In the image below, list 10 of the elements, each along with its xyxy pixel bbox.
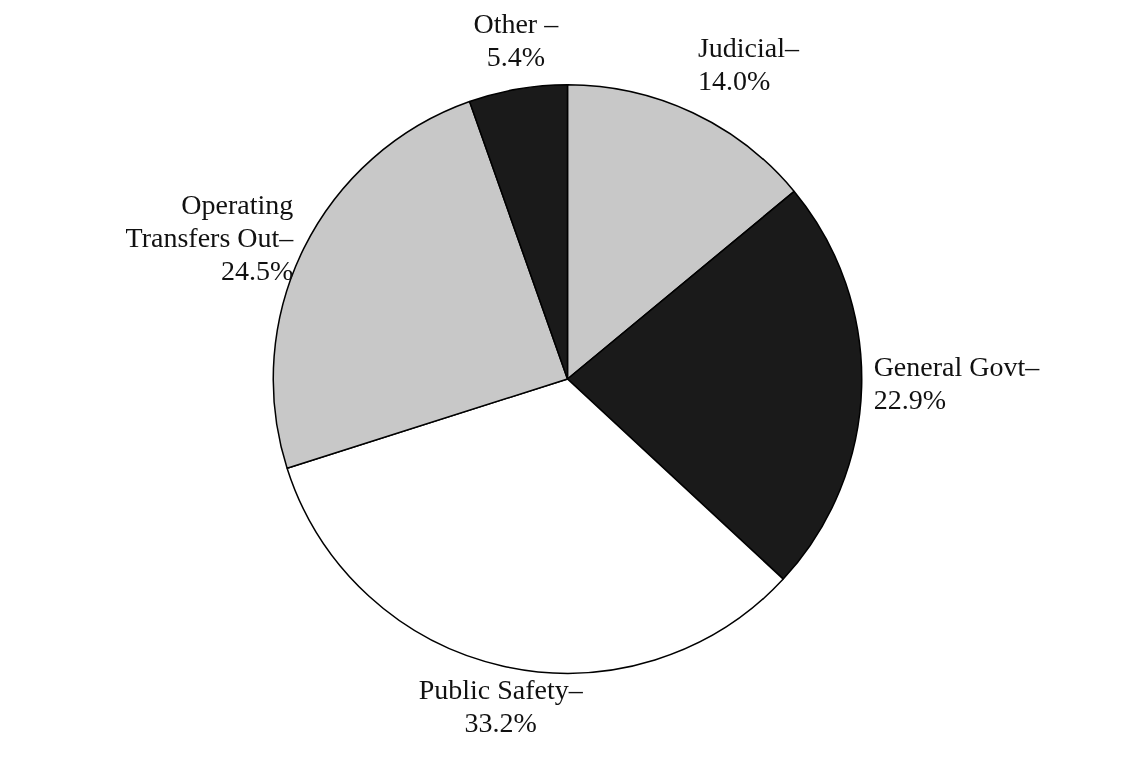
slice-label: Public Safety– <box>418 674 584 706</box>
data-label: 5.4% <box>486 40 545 72</box>
slice-label: Judicial– <box>697 32 800 64</box>
data-label: 14.0% <box>697 65 771 97</box>
slice-label: Operating Transfers Out– <box>125 189 295 254</box>
data-label: 33.2% <box>464 707 537 739</box>
slice-label: General Govt– <box>873 351 1041 383</box>
data-label: 24.5% <box>221 255 294 287</box>
data-label: 22.9% <box>873 384 946 416</box>
slice-label: Other – <box>473 7 560 39</box>
